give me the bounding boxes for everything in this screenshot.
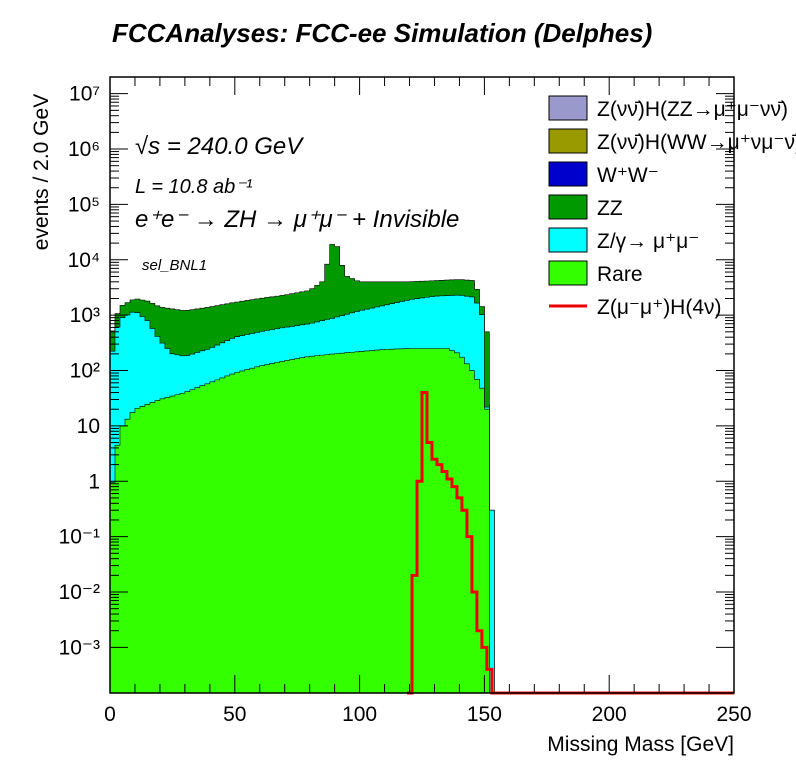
y-tick-label: 10² [70,360,100,383]
x-tick-label: 150 [467,703,502,726]
chart-title: FCCAnalyses: FCC-ee Simulation (Delphes) [112,18,653,48]
legend-label: ZZ [597,197,623,220]
x-tick-label: 200 [592,703,627,726]
y-tick-label: 10⁻³ [59,636,100,659]
stack-fills [109,244,734,694]
x-tick-label: 0 [104,703,116,726]
y-tick-label: 1 [88,470,100,493]
signal-line-0 [407,391,734,695]
legend-swatch [548,161,588,187]
x-tick-label: 100 [342,703,377,726]
y-axis-label: events / 2.0 GeV [30,93,53,251]
sqrt-s-annotation: √s = 240.0 GeV [135,133,303,160]
x-tick-label: 250 [716,703,751,726]
legend-label: Rare [597,263,643,286]
legend-label: Z(μ⁻μ⁺)H(4ν) [597,296,722,319]
legend-label: Z/γ→ μ⁺μ⁻ [597,230,699,253]
x-tick-label: 50 [223,703,246,726]
y-tick-label: 10⁴ [68,249,100,272]
signal-lines [407,391,734,695]
plot-frame [109,76,735,694]
legend: Z(νν̄)H(ZZ→μ⁺μ⁻νν̄) Z(νν̄)H(WW→μ⁺νμ⁻ν̄) W⁺… [548,95,796,319]
legend-swatch [548,227,588,253]
y-tick-label: 10⁷ [69,83,100,106]
legend-swatch [548,194,588,220]
y-tick-label: 10⁻¹ [59,526,100,549]
legend-swatch [548,260,588,286]
legend-swatch [548,95,588,121]
y-tick-label: 10⁵ [68,193,100,216]
legend-swatch [548,128,588,154]
legend-label: Z(νν̄)H(ZZ→μ⁺μ⁻νν̄) [597,98,788,121]
y-tick-label: 10 [77,415,100,438]
y-tick-label: 10³ [70,304,100,327]
y-tick-label: 10⁻² [59,581,100,604]
x-axis-label: Missing Mass [GeV] [547,733,734,756]
legend-label: W⁺W⁻ [597,164,659,187]
luminosity-annotation: L = 10.8 ab⁻¹ [135,176,253,198]
process-annotation: e⁺e⁻ → ZH → μ⁺μ⁻ + Invisible [135,206,460,233]
axis-ticks: 0 50 100 150 200 250 10⁻³ 10⁻² 10⁻¹ 1 10 10² 10³ 10⁴ 1… [59,76,752,726]
y-tick-label: 10⁶ [68,138,100,161]
selection-annotation: sel_BNL1 [142,257,208,274]
legend-label: Z(νν̄)H(WW→μ⁺νμ⁻ν̄) [597,131,796,154]
